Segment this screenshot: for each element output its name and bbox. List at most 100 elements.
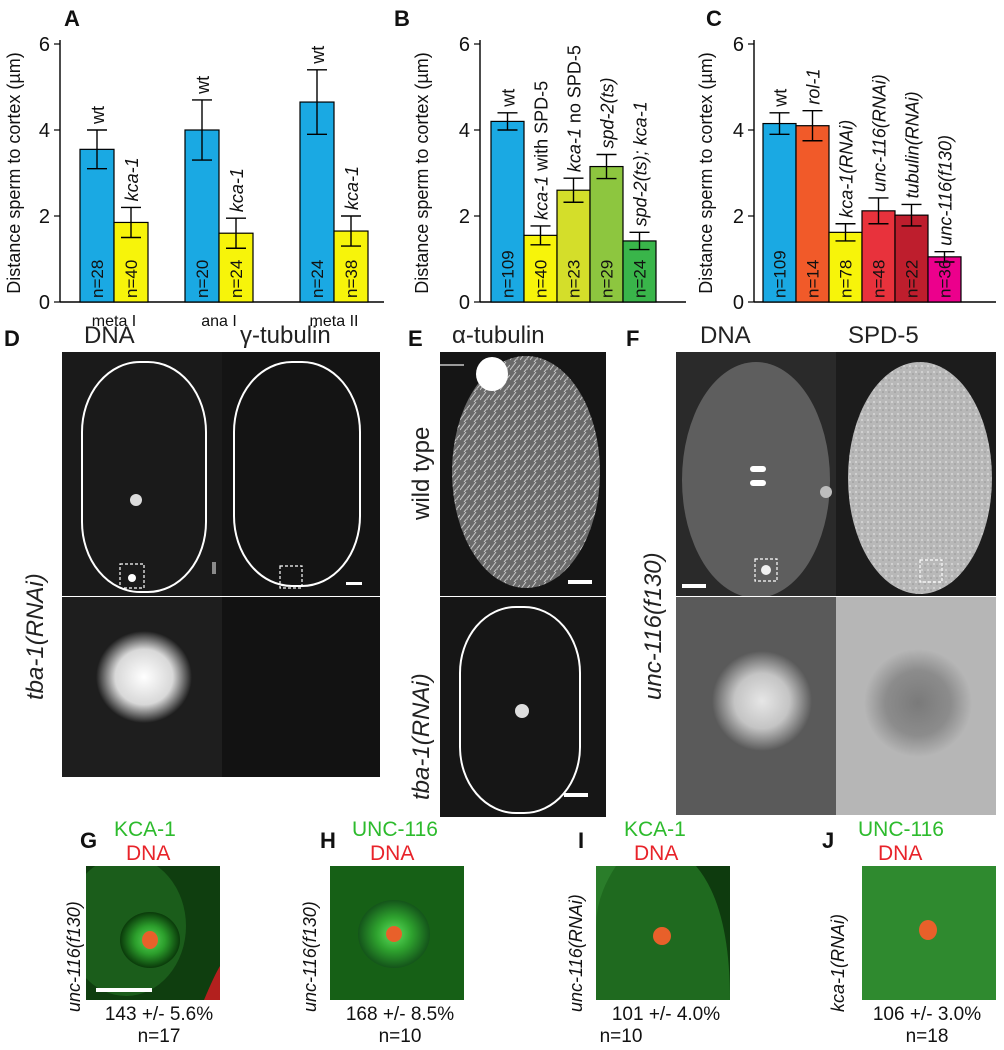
panel-letter-d: D bbox=[4, 326, 20, 351]
bar-n-label: n=20 bbox=[193, 260, 212, 298]
y-axis-label: Distance sperm to cortex (µm) bbox=[696, 52, 716, 293]
bar-n-label: n=48 bbox=[870, 260, 889, 298]
y-tick-label: 2 bbox=[733, 206, 744, 228]
bar-n-label: n=38 bbox=[342, 260, 361, 298]
y-axis-label: Distance sperm to cortex (µm) bbox=[4, 52, 24, 293]
panel-letter-i: I bbox=[578, 828, 585, 853]
d-dna-image bbox=[62, 352, 222, 596]
bar-n-label: n=24 bbox=[631, 260, 650, 298]
bar bbox=[622, 240, 657, 303]
d-gamma-tubulin-label: γ-tubulin bbox=[240, 322, 331, 349]
i-kca1-label: KCA-1 bbox=[624, 818, 686, 841]
bar bbox=[894, 214, 929, 303]
bar-n-label: n=109 bbox=[499, 250, 518, 298]
bar-n-label: n=40 bbox=[122, 260, 141, 298]
e-alpha-tubulin-label: α-tubulin bbox=[452, 322, 545, 349]
bar-n-label: n=24 bbox=[227, 260, 246, 298]
bar-n-label: n=29 bbox=[598, 260, 617, 298]
e-wild-type-label: wild type bbox=[408, 426, 435, 520]
bar-name-label: spd-2(ts); kca-1 bbox=[631, 101, 651, 226]
d-dna-label: DNA bbox=[84, 322, 135, 349]
e-tba1-label: tba-1(RNAi) bbox=[408, 673, 435, 800]
f-spd5-image bbox=[836, 352, 996, 596]
i-side-label: unc-116(RNAi) bbox=[566, 894, 586, 1012]
panel-letter-h: H bbox=[320, 828, 336, 853]
bar-n-label: n=14 bbox=[804, 260, 823, 298]
bar-n-label: n=78 bbox=[837, 260, 856, 298]
panel-letter-g: G bbox=[80, 828, 98, 853]
g-kca1-label: KCA-1 bbox=[114, 818, 176, 841]
chart-b: Distance sperm to cortex (µm) 0 2 4 6 n=109 wt… bbox=[412, 34, 686, 314]
i-image bbox=[596, 866, 730, 1000]
bar-name-label: wt bbox=[499, 89, 519, 108]
bar bbox=[523, 234, 558, 303]
j-dna-label: DNA bbox=[878, 842, 923, 865]
bar-n-label: n=40 bbox=[532, 260, 551, 298]
bar-name-label: unc-116(RNAi) bbox=[870, 74, 890, 192]
bar-name-label: kca-1 with SPD-5 bbox=[532, 81, 552, 220]
panel-letter-b: B bbox=[394, 6, 410, 31]
y-tick-label: 2 bbox=[459, 206, 470, 228]
d-gamma-tubulin-image bbox=[222, 352, 380, 596]
f-dna-zoom bbox=[676, 597, 836, 815]
j-side-label: kca-1(RNAi) bbox=[828, 913, 848, 1012]
j-percent: 106 +/- 3.0% bbox=[872, 1004, 982, 1025]
panel-letter-f: F bbox=[626, 326, 640, 351]
j-image bbox=[862, 866, 996, 1000]
chart-a: Distance sperm to cortex (µm) 0 2 4 6 n=28 wt n… bbox=[4, 34, 384, 330]
y-tick-label: 4 bbox=[39, 120, 50, 142]
d-side-label: tba-1(RNAi) bbox=[22, 573, 49, 700]
bar-n-label: n=36 bbox=[936, 260, 955, 298]
g-percent: 143 +/- 5.6% bbox=[104, 1004, 214, 1025]
group-label: meta II bbox=[310, 313, 359, 330]
j-unc116-label: UNC-116 bbox=[858, 818, 944, 841]
bar-n-label: n=23 bbox=[565, 260, 584, 298]
bar-name-label: kca-1 no SPD-5 bbox=[565, 45, 585, 172]
h-unc116-label: UNC-116 bbox=[352, 818, 438, 841]
h-side-label: unc-116(f130) bbox=[300, 901, 320, 1012]
bar-n-label: n=109 bbox=[771, 250, 790, 298]
d-gamma-tubulin-zoom bbox=[222, 597, 380, 777]
f-spd5-zoom bbox=[836, 597, 996, 815]
i-n: n=10 bbox=[599, 1026, 643, 1047]
y-tick-label: 0 bbox=[39, 292, 50, 314]
bar-n-label: n=28 bbox=[88, 260, 107, 298]
bar-n-label: n=24 bbox=[308, 260, 327, 298]
g-n: n=17 bbox=[137, 1026, 181, 1047]
y-tick-label: 0 bbox=[459, 292, 470, 314]
g-image bbox=[86, 866, 220, 1000]
bar-name-label: spd-2(ts) bbox=[598, 77, 618, 148]
bar-name-label: wt bbox=[88, 106, 108, 125]
bar-name-label: unc-116(f130) bbox=[936, 135, 956, 246]
f-side-label: unc-116(f130) bbox=[640, 552, 667, 700]
i-percent: 101 +/- 4.0% bbox=[611, 1004, 721, 1025]
bar-name-label: tubulin(RNAi) bbox=[903, 91, 923, 198]
j-n: n=18 bbox=[905, 1026, 949, 1047]
bar-name-label: wt bbox=[193, 76, 213, 95]
y-tick-label: 2 bbox=[39, 206, 50, 228]
f-dna-image bbox=[676, 352, 836, 596]
bar-name-label: kca-1(RNAi) bbox=[837, 120, 857, 218]
y-tick-label: 6 bbox=[733, 34, 744, 56]
y-tick-label: 6 bbox=[39, 34, 50, 56]
bar bbox=[79, 148, 115, 303]
panel-letter-j: J bbox=[822, 828, 835, 853]
bar bbox=[556, 189, 591, 303]
bar-name-label: rol-1 bbox=[804, 69, 824, 105]
h-dna-label: DNA bbox=[370, 842, 415, 865]
bar-name-label: kca-1 bbox=[227, 168, 247, 212]
bar-n-label: n=22 bbox=[903, 260, 922, 298]
panel-letter-a: A bbox=[64, 6, 80, 31]
bar bbox=[795, 125, 830, 303]
y-tick-label: 6 bbox=[459, 34, 470, 56]
bar bbox=[299, 101, 335, 303]
f-dna-label: DNA bbox=[700, 322, 751, 349]
bar-name-label: wt bbox=[308, 46, 328, 65]
e-wild-type-image bbox=[440, 352, 606, 596]
y-tick-label: 4 bbox=[733, 120, 744, 142]
y-axis-label: Distance sperm to cortex (µm) bbox=[412, 52, 432, 293]
bar bbox=[828, 231, 863, 303]
g-side-label: unc-116(f130) bbox=[64, 901, 84, 1012]
e-tba1-image bbox=[440, 597, 606, 817]
bar-name-label: wt bbox=[771, 89, 791, 108]
